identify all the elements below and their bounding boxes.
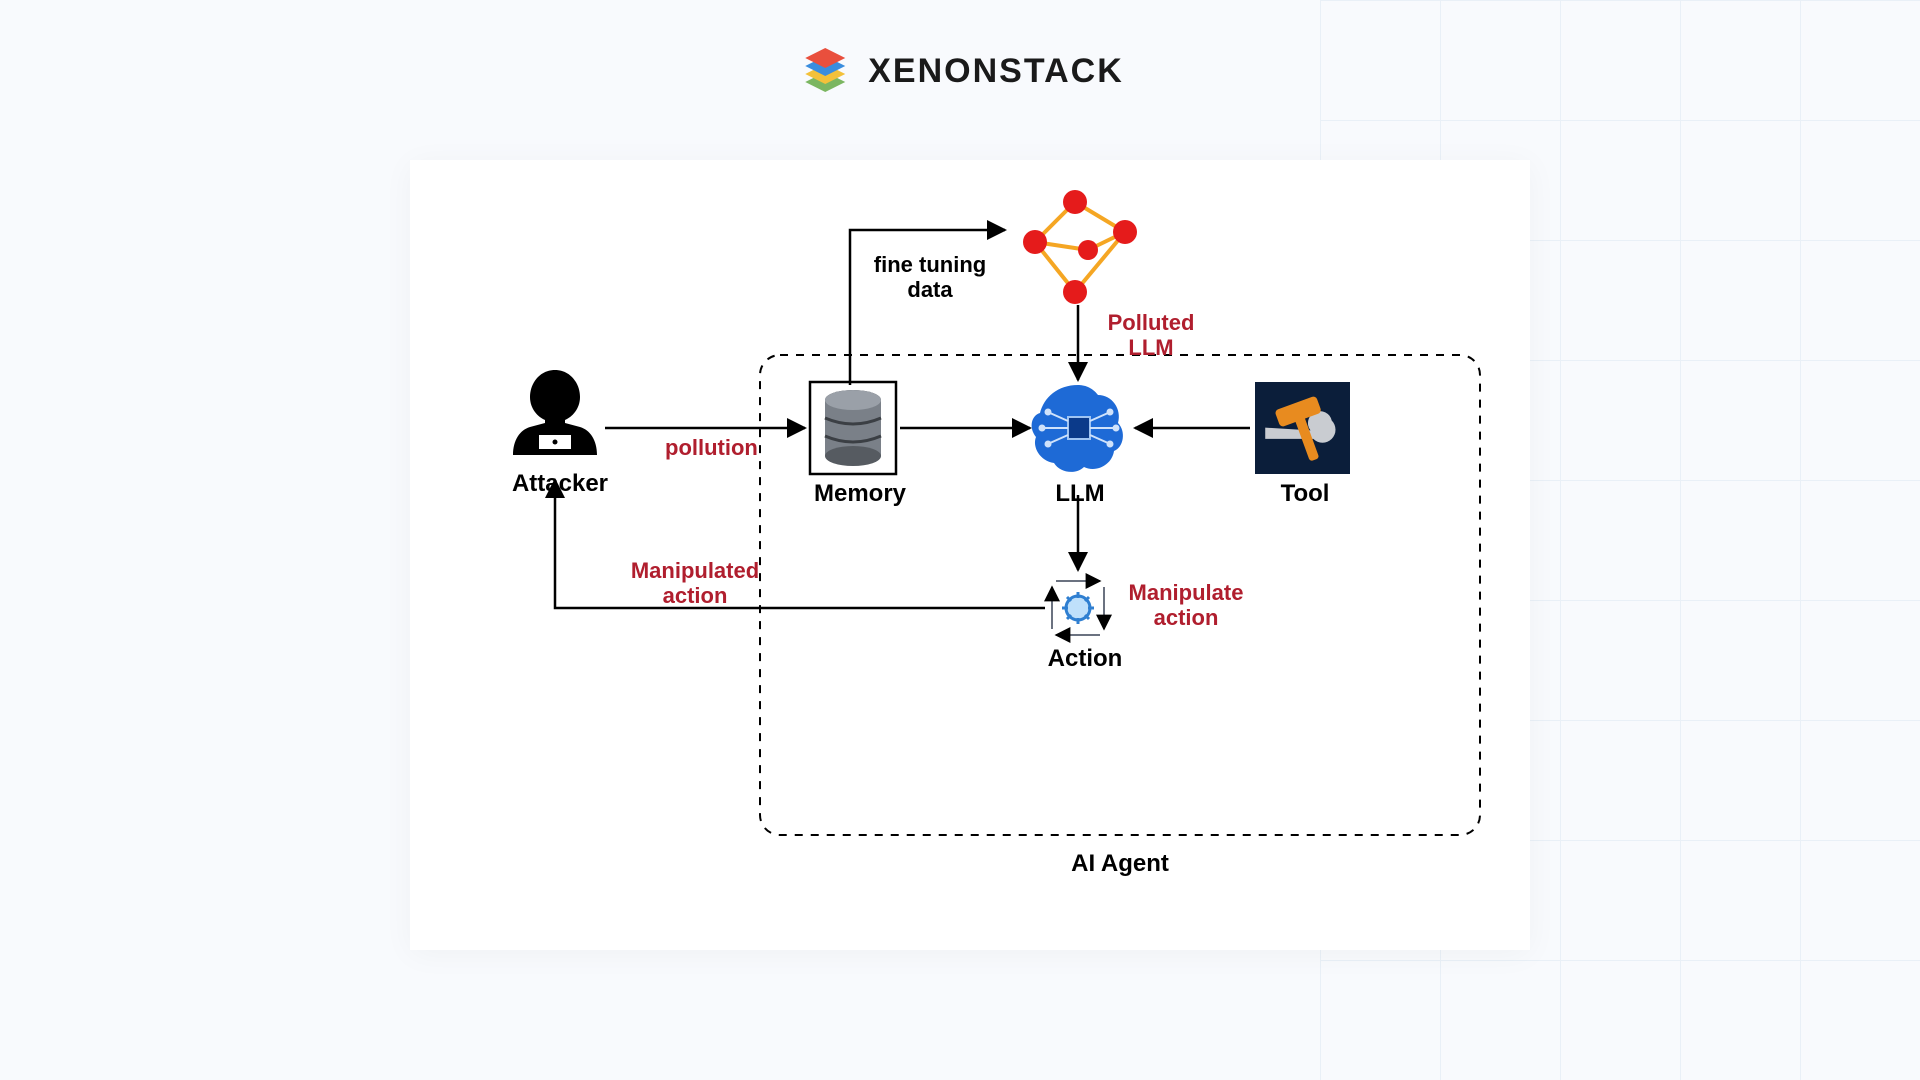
logo-icon — [796, 42, 854, 100]
memory-label: Memory — [805, 480, 915, 508]
attacker-label: Attacker — [500, 470, 620, 498]
action-icon — [1052, 581, 1104, 635]
brand-logo: XENONSTACK — [796, 42, 1124, 100]
llm-label: LLM — [1040, 480, 1120, 508]
diagram-card: Attacker Memory LLM Tool Action AI Agent… — [410, 160, 1530, 950]
edge-label-polluted-llm: Polluted LLM — [1096, 310, 1206, 361]
memory-icon — [810, 382, 896, 474]
edge-label-finetune: fine tuning data — [865, 252, 995, 303]
node-graph-icon — [1023, 190, 1137, 304]
edge-label-manipulate-action: Manipulate action — [1116, 580, 1256, 631]
llm-icon — [1032, 385, 1123, 472]
tool-icon — [1255, 382, 1350, 474]
edge-label-manipulated-action: Manipulated action — [615, 558, 775, 609]
container-label: AI Agent — [1030, 850, 1210, 878]
attacker-icon — [513, 370, 597, 455]
tool-label: Tool — [1260, 480, 1350, 508]
edge-label-pollution: pollution — [665, 435, 758, 460]
action-label: Action — [1030, 645, 1140, 673]
brand-name: XENONSTACK — [868, 52, 1124, 91]
